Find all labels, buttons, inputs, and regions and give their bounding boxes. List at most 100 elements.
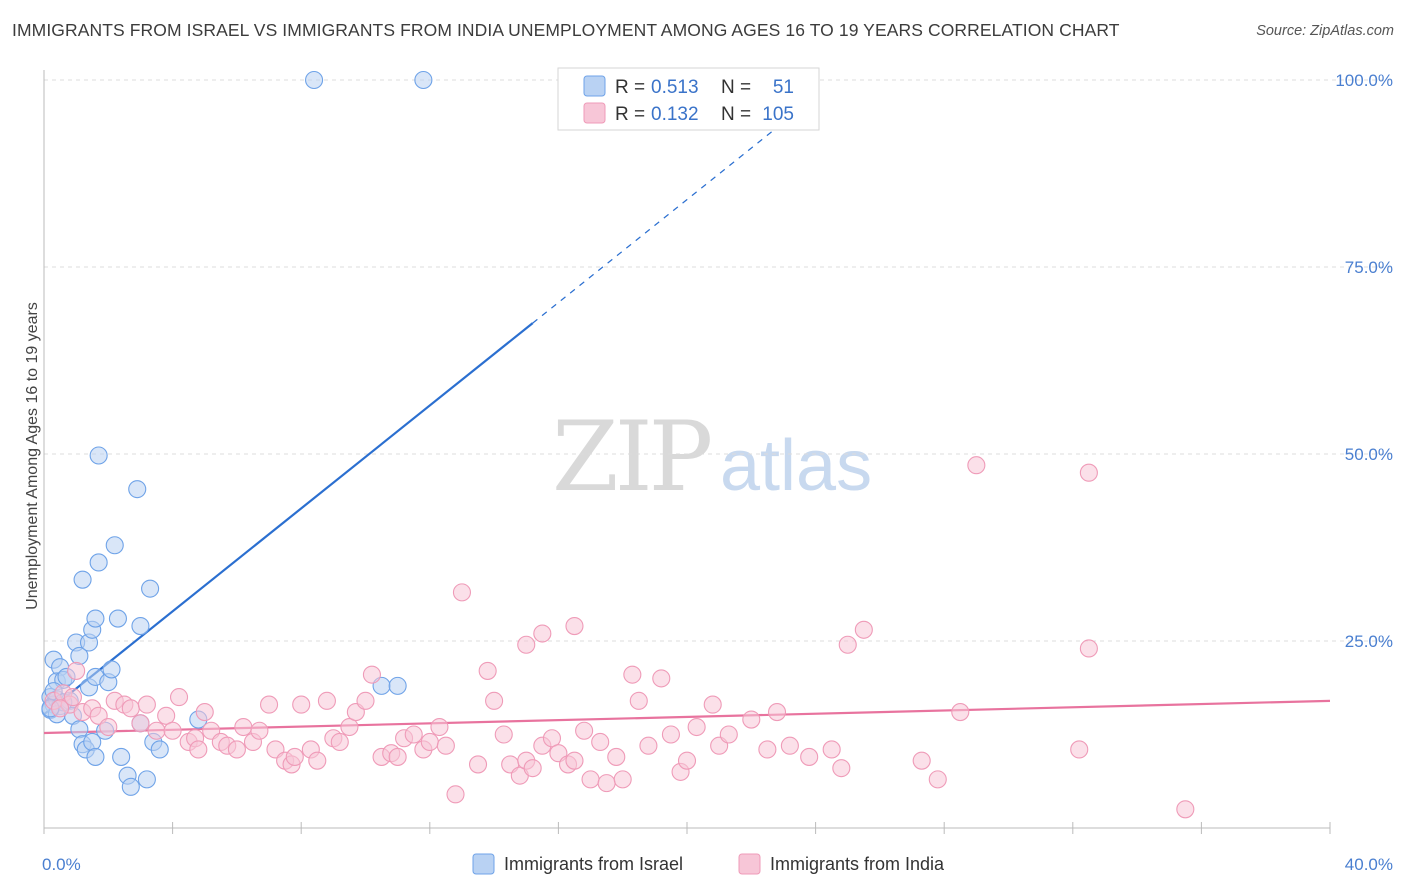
y-tick-label: 50.0% (1345, 445, 1393, 464)
data-point-india (523, 759, 542, 778)
data-point-israel (150, 740, 169, 759)
data-point-india (928, 770, 947, 789)
x-tick-label-min: 0.0% (42, 855, 81, 874)
data-point-israel (108, 609, 127, 628)
data-point-israel (89, 553, 108, 572)
y-axis-title: Unemployment Among Ages 16 to 19 years (24, 302, 41, 610)
data-point-india (67, 661, 86, 680)
legend-swatch-israel (583, 75, 606, 97)
data-point-india (169, 688, 189, 707)
data-point-india (517, 635, 536, 654)
data-point-india (356, 691, 375, 710)
data-point-india (575, 721, 594, 740)
data-point-india (388, 747, 407, 766)
legend-n-value-india: 105 (762, 104, 794, 125)
data-point-israel (128, 480, 147, 499)
data-point-israel (388, 676, 407, 695)
data-point-india (436, 736, 455, 755)
bottom-legend-label-israel: Immigrants from Israel (504, 854, 683, 874)
series-india-points (44, 456, 1195, 819)
data-point-india (838, 635, 857, 654)
data-point-india (227, 740, 246, 759)
data-point-india (308, 751, 327, 770)
data-point-india (951, 703, 970, 722)
source-label: Source: ZipAtlas.com (1256, 23, 1394, 39)
data-point-india (629, 691, 648, 710)
data-point-india (1176, 800, 1195, 819)
gridlines (44, 79, 1395, 642)
data-point-india (259, 695, 279, 714)
bottom-legend: Immigrants from Israel Immigrants from I… (472, 853, 945, 875)
data-point-india (189, 740, 208, 759)
data-point-india (250, 721, 269, 740)
trend-line-israel (43, 322, 534, 716)
data-point-india (494, 725, 513, 744)
legend-swatch-india (583, 102, 606, 124)
data-point-india (854, 620, 873, 639)
data-point-india (767, 703, 787, 722)
y-tick-label: 100.0% (1335, 71, 1393, 90)
data-point-israel (89, 446, 108, 465)
data-point-india (613, 770, 632, 789)
y-tick-label: 25.0% (1345, 632, 1393, 651)
data-point-israel (112, 747, 131, 766)
data-point-israel (414, 70, 433, 90)
data-point-india (121, 699, 140, 718)
data-point-india (822, 740, 841, 759)
chart-title: IMMIGRANTS FROM ISRAEL VS IMMIGRANTS FRO… (12, 20, 1120, 40)
data-point-india (137, 695, 156, 714)
data-point-israel (141, 579, 160, 598)
data-point-india (163, 721, 182, 740)
data-point-india (597, 774, 616, 793)
data-point-india (565, 616, 584, 636)
data-point-india (967, 456, 986, 475)
data-point-india (677, 751, 697, 770)
data-point-india (1079, 463, 1098, 482)
legend-n-label-israel: N = (721, 77, 751, 98)
data-point-india (581, 770, 600, 789)
data-point-india (687, 717, 706, 737)
y-axis-tick-labels: 25.0% 50.0% 75.0% 100.0% (1335, 71, 1393, 651)
data-point-india (1079, 639, 1098, 658)
trend-line-israel-extension (532, 109, 800, 324)
data-point-india (719, 725, 738, 744)
data-point-india (468, 755, 488, 774)
data-point-india (285, 747, 304, 766)
data-point-india (446, 785, 465, 804)
data-point-india (330, 732, 349, 752)
data-point-india (452, 583, 472, 602)
watermark: ZIP atlas (552, 401, 872, 513)
data-point-india (542, 729, 562, 748)
data-point-india (800, 747, 819, 766)
data-point-india (1070, 740, 1089, 759)
data-point-india (420, 732, 439, 752)
data-point-israel (86, 747, 105, 766)
data-point-israel (137, 770, 156, 789)
data-point-india (742, 710, 761, 729)
bottom-legend-swatch-israel (472, 853, 495, 875)
data-point-india (317, 691, 336, 710)
data-point-india (758, 740, 777, 759)
data-point-india (652, 669, 671, 688)
data-point-india (485, 691, 504, 710)
data-point-israel (121, 777, 140, 796)
bottom-legend-swatch-india (738, 853, 761, 875)
data-point-india (832, 759, 851, 778)
data-point-india (565, 751, 584, 770)
data-point-israel (105, 536, 124, 555)
data-point-india (99, 717, 118, 737)
data-point-india (780, 736, 799, 755)
legend-r-label-israel: R = (615, 77, 645, 98)
data-point-india (703, 695, 722, 714)
data-point-israel (70, 720, 89, 739)
data-point-india (131, 714, 150, 733)
data-point-india (430, 717, 449, 737)
data-point-india (912, 751, 931, 770)
data-point-india (157, 706, 176, 725)
legend-r-value-india: 0.132 (651, 104, 699, 125)
data-point-india (234, 717, 253, 737)
legend-r-label-india: R = (615, 104, 645, 125)
legend-box: R = 0.513 N = 51 R = 0.132 N = 105 (557, 67, 820, 131)
legend-n-value-israel: 51 (773, 77, 794, 98)
